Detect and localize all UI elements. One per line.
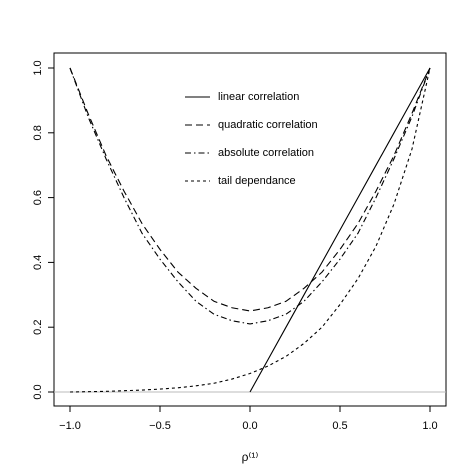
- legend-label: absolute correlation: [218, 147, 314, 159]
- y-tick-label: 0.8: [32, 125, 44, 140]
- y-tick-label: 0.2: [32, 320, 44, 335]
- x-axis-label: ρ⁽¹⁾: [242, 450, 259, 464]
- y-tick-label: 0.0: [32, 384, 44, 399]
- plot-frame: [53, 52, 447, 407]
- x-tick-label: −0.5: [149, 420, 171, 432]
- x-tick-label: 1.0: [422, 420, 437, 432]
- y-tick-label: 0.6: [32, 190, 44, 205]
- series-line: [249, 67, 431, 393]
- x-tick-label: 0.0: [242, 420, 257, 432]
- y-tick-label: 0.4: [32, 255, 44, 270]
- legend-label: linear correlation: [218, 91, 299, 103]
- legend-label: tail dependance: [218, 175, 296, 187]
- x-tick-label: −1.0: [59, 420, 81, 432]
- series-line: [69, 67, 431, 393]
- legend-label: quadratic correlation: [218, 119, 318, 131]
- y-tick-label: 1.0: [32, 60, 44, 75]
- x-tick-label: 0.5: [332, 420, 347, 432]
- series-line: [69, 67, 431, 312]
- series-line: [69, 67, 431, 325]
